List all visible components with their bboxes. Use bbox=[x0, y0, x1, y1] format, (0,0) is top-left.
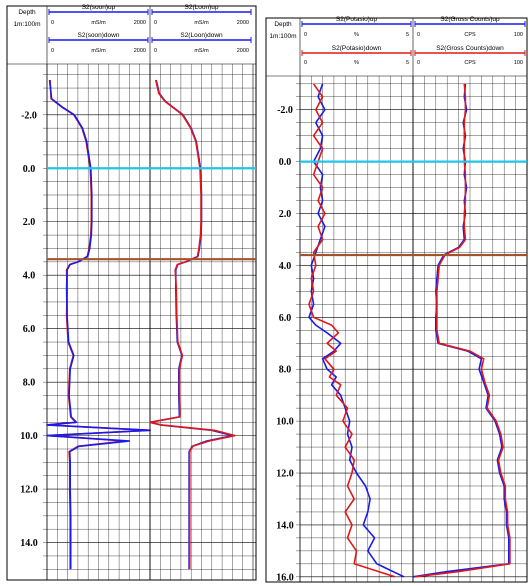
scale-max-label: 2000 bbox=[237, 48, 249, 54]
scale-min-label: 0 bbox=[304, 60, 307, 66]
log-curve-up bbox=[46, 79, 151, 570]
depth-label: 4.0 bbox=[23, 271, 36, 282]
curve-name-label: S2(Gross Counts)down bbox=[436, 45, 504, 52]
scale-unit-label: mS/m bbox=[91, 48, 106, 54]
depth-header: Depth bbox=[18, 9, 36, 16]
depth-label: 2.0 bbox=[279, 209, 292, 220]
scale-max-label: 100 bbox=[514, 32, 523, 38]
scale-min-label: 0 bbox=[304, 32, 307, 38]
curve-name-label: S2(Loon)up bbox=[185, 4, 219, 11]
scale-unit-label: mS/m bbox=[194, 48, 209, 54]
scale-header: 1m:100m bbox=[13, 21, 40, 28]
scale-max-label: 100 bbox=[514, 60, 523, 66]
depth-header: Depth bbox=[274, 21, 292, 28]
curve-name-label: S2(soon)down bbox=[78, 32, 120, 39]
curve-name-label: S2(Gross Counts)up bbox=[440, 16, 500, 23]
curve-name-label: S2(Loon)down bbox=[180, 32, 223, 39]
log-curve-down bbox=[308, 83, 396, 578]
depth-label: 14.0 bbox=[20, 538, 38, 549]
depth-label: 12.0 bbox=[276, 469, 294, 480]
right-log-panel: Depth 1m:100m -2.0 0.0 2.0 4.0 6.0 8.0 10.0 12.0 1… bbox=[265, 16, 528, 583]
depth-label: 12.0 bbox=[20, 485, 38, 496]
curve-name-label: S2(Potasio)down bbox=[332, 45, 382, 52]
scale-min-label: 0 bbox=[51, 48, 54, 54]
depth-label: 6.0 bbox=[23, 324, 36, 335]
scale-unit-label: % bbox=[354, 32, 359, 38]
scale-min-label: 0 bbox=[154, 48, 157, 54]
depth-label: -2.0 bbox=[21, 110, 37, 121]
left-log-panel: Depth 1m:100m -2.0 0.0 2.0 4.0 6.0 8.0 10.0 12.0 1… bbox=[6, 4, 257, 581]
depth-label: 6.0 bbox=[279, 313, 292, 324]
depth-label: 0.0 bbox=[23, 164, 36, 175]
depth-label: 14.0 bbox=[276, 520, 294, 531]
depth-label: 10.0 bbox=[20, 431, 38, 442]
scale-min-label: 0 bbox=[154, 20, 157, 26]
depth-label: 10.0 bbox=[276, 417, 294, 428]
curve-name-label: S2(Potasio)up bbox=[336, 16, 378, 23]
scale-min-label: 0 bbox=[51, 20, 54, 26]
scale-unit-label: CPS bbox=[464, 60, 476, 66]
log-curve-down bbox=[415, 83, 511, 578]
scale-unit-label: CPS bbox=[464, 32, 476, 38]
panel-frame bbox=[6, 5, 257, 581]
scale-unit-label: mS/m bbox=[91, 20, 106, 26]
depth-label: 8.0 bbox=[279, 365, 292, 376]
scale-unit-label: mS/m bbox=[194, 20, 209, 26]
depth-label: 16.0 bbox=[276, 572, 294, 583]
depth-label: 2.0 bbox=[23, 217, 36, 228]
scale-header: 1m:100m bbox=[269, 33, 296, 40]
scale-max-label: 5 bbox=[406, 32, 409, 38]
scale-max-label: 2000 bbox=[134, 20, 146, 26]
depth-label: -2.0 bbox=[277, 105, 293, 116]
depth-label: 0.0 bbox=[279, 157, 292, 168]
scale-min-label: 0 bbox=[417, 32, 420, 38]
curve-name-label: S2(soon)up bbox=[82, 4, 116, 11]
scale-max-label: 2000 bbox=[237, 20, 249, 26]
log-curve-down bbox=[149, 79, 236, 570]
depth-label: 8.0 bbox=[23, 378, 36, 389]
scale-max-label: 5 bbox=[406, 60, 409, 66]
scale-min-label: 0 bbox=[417, 60, 420, 66]
scale-unit-label: % bbox=[354, 60, 359, 66]
scale-max-label: 2000 bbox=[134, 48, 146, 54]
depth-label: 4.0 bbox=[279, 261, 292, 272]
